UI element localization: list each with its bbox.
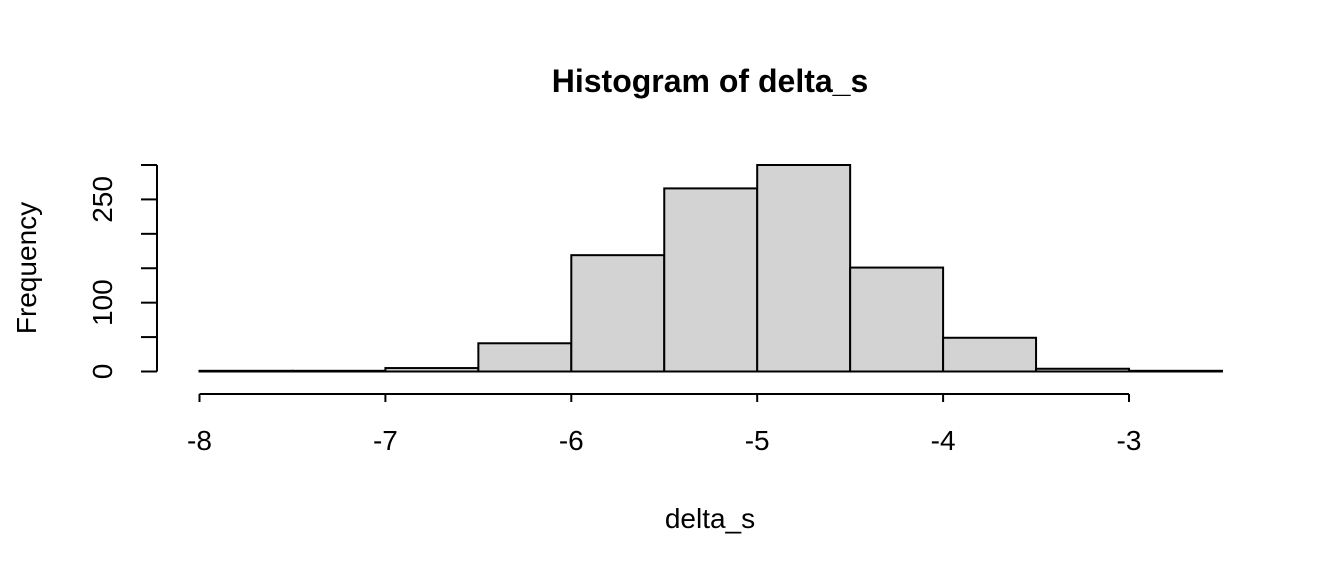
y-axis-label: Frequency xyxy=(11,202,42,334)
histogram-bar xyxy=(1035,367,1131,373)
histogram-bar xyxy=(570,254,666,373)
y-tick-label: 100 xyxy=(87,279,118,326)
x-tick-label: -5 xyxy=(745,425,770,456)
y-axis: 0 100 250 xyxy=(87,164,158,380)
x-tick-label: -3 xyxy=(1117,425,1142,456)
chart-title: Histogram of delta_s xyxy=(552,63,869,99)
histogram-bar xyxy=(1128,369,1223,373)
x-tick-label: -7 xyxy=(373,425,398,456)
histogram-bar xyxy=(663,187,759,373)
histogram-bar xyxy=(849,266,945,373)
histogram-bar xyxy=(942,336,1038,373)
x-axis: -8 -7 -6 -5 -4 -3 xyxy=(187,393,1142,456)
x-tick-label: -4 xyxy=(931,425,956,456)
histogram-bar xyxy=(291,369,387,373)
x-axis-label: delta_s xyxy=(665,503,755,534)
x-tick-label: -8 xyxy=(187,425,212,456)
bars-layer xyxy=(198,164,1223,373)
y-tick-label: 250 xyxy=(87,176,118,223)
histogram-bar xyxy=(198,369,294,373)
y-tick-label: 0 xyxy=(87,364,118,380)
histogram-bar xyxy=(384,367,480,373)
x-tick-label: -6 xyxy=(559,425,584,456)
histogram-bar xyxy=(477,342,573,373)
histogram-bar xyxy=(756,164,852,373)
